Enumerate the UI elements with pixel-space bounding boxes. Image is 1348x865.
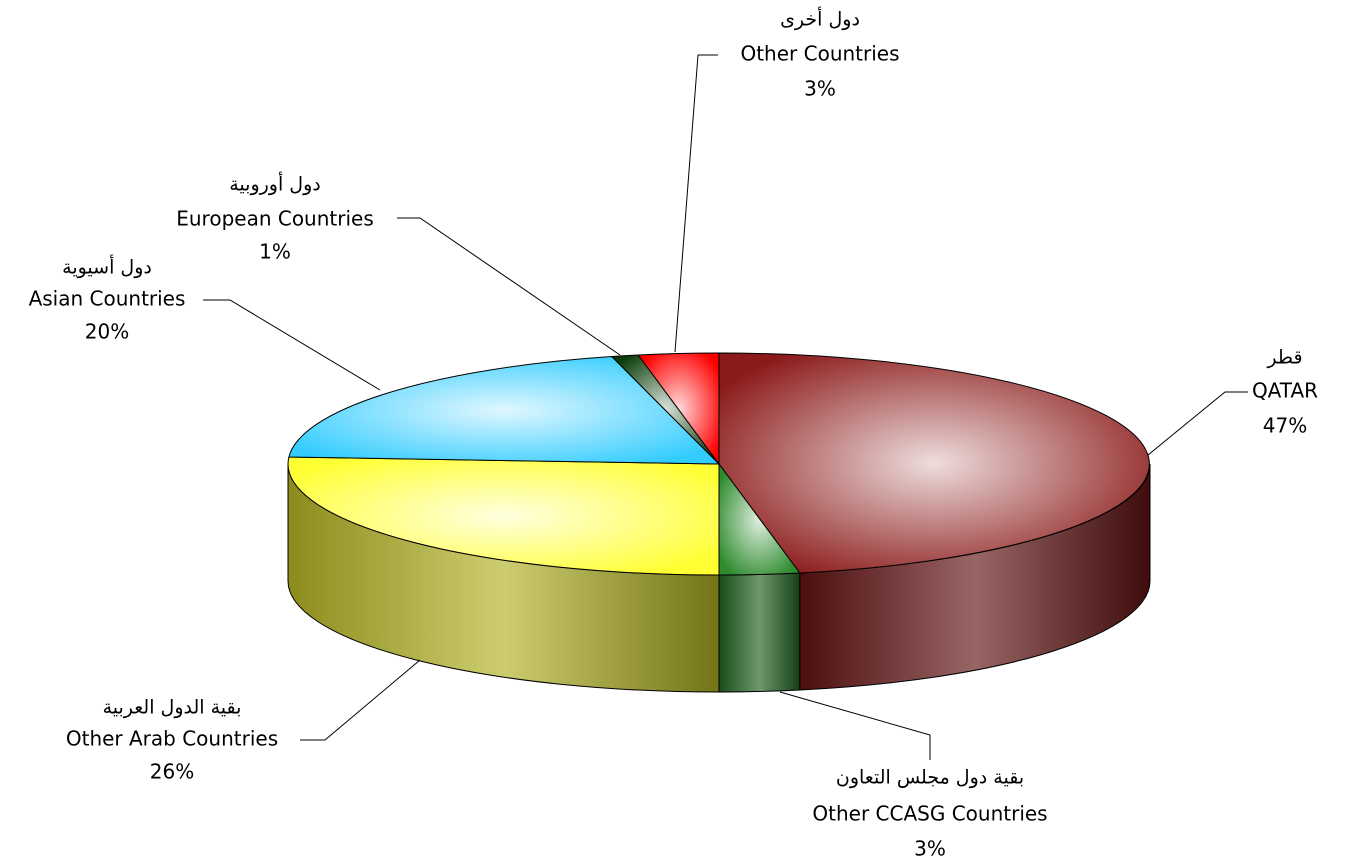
label-arabic: دول أسيوية xyxy=(62,255,152,279)
slice xyxy=(288,355,721,465)
leader-line xyxy=(779,691,931,760)
leader-line xyxy=(397,217,621,356)
value-label: 20% xyxy=(85,320,129,344)
slice xyxy=(287,456,720,576)
label-arabic: بقية الدول العربية xyxy=(103,697,242,719)
value-label: 26% xyxy=(150,760,194,784)
label: Other CCASG Countries xyxy=(812,802,1047,826)
leader-line xyxy=(203,299,381,391)
value-label: 1% xyxy=(259,240,291,264)
slice xyxy=(637,352,720,466)
slice xyxy=(718,352,1150,574)
label: QATAR xyxy=(1252,379,1318,403)
label: Other Countries xyxy=(740,42,899,66)
leader-line xyxy=(674,54,718,353)
label: Asian Countries xyxy=(29,287,186,311)
label: European Countries xyxy=(176,207,374,231)
label-arabic: دول أخرى xyxy=(780,7,860,31)
value-label: 3% xyxy=(914,837,946,861)
leader-line xyxy=(1147,391,1248,456)
value-label: 3% xyxy=(804,77,836,101)
label-arabic: بقية دول مجلس التعاون xyxy=(836,767,1024,789)
label-arabic: قطر xyxy=(1266,347,1302,369)
label-arabic: دول أوروبية xyxy=(229,172,321,196)
leader-line xyxy=(300,659,421,741)
value-label: 47% xyxy=(1263,414,1307,438)
slice-side xyxy=(718,572,801,693)
label: Other Arab Countries xyxy=(66,727,278,751)
